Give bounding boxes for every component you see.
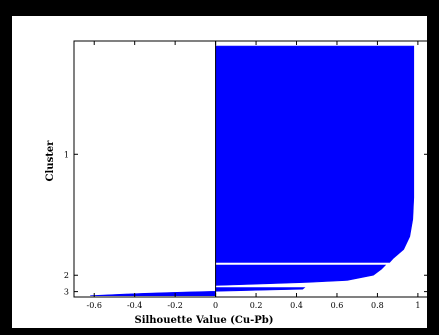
x-axis-label: Silhouette Value (Cu-Pb) bbox=[134, 315, 273, 326]
x-tick-label: 0.2 bbox=[250, 301, 263, 310]
silhouette-bar-cluster-1 bbox=[215, 45, 415, 263]
x-tick-label: 0.6 bbox=[331, 301, 344, 310]
y-tick-label-cluster-1: 1 bbox=[64, 150, 69, 159]
silhouette-bar-cluster-3 bbox=[90, 287, 306, 296]
silhouette-bar-cluster-2 bbox=[215, 264, 387, 286]
silhouette-plot: -0.6 -0.4 -0.2 0 0.2 0.4 0.6 0.8 1 1 2 3 Silhouett… bbox=[45, 40, 429, 326]
x-tick-label: -0.2 bbox=[167, 301, 182, 310]
x-tick-label: 0.8 bbox=[371, 301, 384, 310]
silhouette-bars bbox=[90, 45, 415, 296]
figure-frame: -0.6 -0.4 -0.2 0 0.2 0.4 0.6 0.8 1 1 2 3 Silhouett… bbox=[12, 16, 429, 328]
y-tick-label-cluster-3: 3 bbox=[64, 288, 69, 297]
x-tick-label: 0.4 bbox=[290, 301, 303, 310]
x-axis-ticks: -0.6 -0.4 -0.2 0 0.2 0.4 0.6 0.8 1 bbox=[87, 41, 420, 310]
x-tick-label: 0 bbox=[213, 301, 218, 310]
y-axis-label: Cluster bbox=[45, 140, 56, 182]
x-tick-label: 1 bbox=[415, 301, 420, 310]
y-tick-label-cluster-2: 2 bbox=[64, 271, 69, 280]
x-tick-label: -0.6 bbox=[87, 301, 102, 310]
x-tick-label: -0.4 bbox=[127, 301, 142, 310]
